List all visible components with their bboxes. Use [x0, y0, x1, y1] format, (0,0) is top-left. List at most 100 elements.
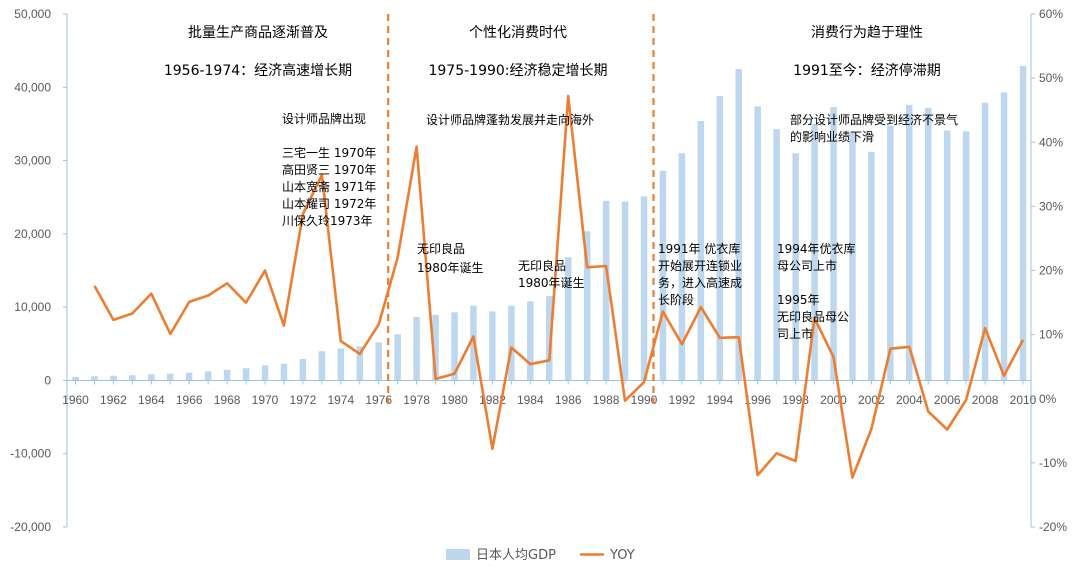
gdp-bar — [318, 351, 326, 381]
left-axis-tick-label: -10,000 — [10, 447, 51, 461]
x-axis-tick-label: 1980 — [441, 393, 468, 407]
x-axis-tick-label: 1994 — [706, 393, 733, 407]
right-axis-tick-label: 60% — [1039, 7, 1063, 21]
gdp-bar — [432, 314, 439, 381]
period-3-title: 消费行为趋于理性 — [811, 25, 923, 41]
gdp-bar — [716, 96, 723, 381]
x-axis-tick-label: 2010 — [1010, 393, 1037, 407]
gdp-bar — [91, 376, 98, 381]
gdp-bar — [527, 301, 534, 381]
annotation-muji-1980-b-line: 1980年诞生 — [518, 276, 585, 290]
period-1-title: 批量生产商品逐渐普及 — [188, 25, 328, 41]
gdp-bar — [981, 102, 989, 381]
annotation-muji-1995-line: 无印良品母公 — [777, 309, 849, 324]
x-axis-tick-label: 1974 — [327, 393, 354, 407]
gdp-bar — [110, 375, 117, 381]
left-axis-tick-label: -20,000 — [10, 520, 51, 534]
annotation-brand-list-line: 山本耀司 1972年 — [282, 197, 376, 211]
period-3-subtitle: 1991至今：经济停滞期 — [793, 62, 941, 79]
legend-yoy-label: YOY — [609, 548, 635, 563]
annotation-muji-1995-line: 1995年 — [777, 293, 820, 307]
annotation-muji-1980-b-line: 无印良品 — [518, 258, 566, 273]
right-axis-tick-label: 30% — [1039, 199, 1063, 213]
x-axis-tick-label: 2008 — [972, 393, 999, 407]
x-axis-tick-label: 1968 — [214, 393, 241, 407]
gdp-bar — [508, 305, 515, 381]
gdp-bar — [129, 375, 136, 381]
right-axis-tick-label: 50% — [1039, 71, 1063, 85]
annotation-muji-1980-a-line: 1980年诞生 — [417, 261, 484, 275]
gdp-bar — [602, 200, 610, 381]
x-axis-tick-label: 2004 — [896, 393, 923, 407]
x-axis-tick-label: 1990 — [631, 393, 658, 407]
gdp-bar — [489, 311, 496, 381]
left-axis-tick-label: 30,000 — [14, 154, 51, 168]
x-axis-tick-label: 1960 — [62, 393, 89, 407]
gdp-bar — [413, 317, 420, 381]
gdp-bar — [735, 69, 742, 381]
x-axis-tick-label: 1996 — [744, 393, 771, 407]
left-axis-tick-label: 0 — [44, 373, 51, 387]
x-axis-tick-label: 1984 — [517, 393, 544, 407]
annotation-brands-decline-line: 部分设计师品牌受到经济不景气 — [790, 112, 958, 127]
gdp-bar — [148, 374, 155, 381]
x-axis-tick-label: 1970 — [252, 393, 279, 407]
x-axis-tick-label: 1976 — [365, 393, 392, 407]
period-dividers — [387, 14, 655, 404]
gdp-bar — [167, 373, 174, 381]
gdp-bar — [375, 342, 382, 381]
period-2-subtitle: 1975-1990:经济稳定增长期 — [428, 63, 607, 79]
gdp-bar — [754, 106, 761, 381]
legend-gdp-swatch — [446, 549, 470, 560]
legend: 日本人均GDP YOY — [446, 548, 635, 563]
x-axis-tick-label: 2000 — [820, 393, 847, 407]
annotation-uniqlo-1994-line: 1994年优衣库 — [777, 241, 856, 256]
gdp-bar — [925, 107, 932, 381]
gdp-bar — [659, 170, 667, 381]
gdp-bar — [242, 368, 250, 381]
yoy-line — [93, 94, 1025, 479]
x-axis-tick-label: 1972 — [290, 393, 317, 407]
gdp-bar — [337, 348, 345, 381]
gdp-bar — [621, 201, 629, 381]
x-axis-tick-label: 1962 — [100, 393, 127, 407]
gdp-bar — [849, 132, 856, 381]
annotation-muji-1980-a-line: 无印良品 — [417, 241, 465, 256]
gdp-bar — [962, 131, 970, 381]
left-axis-tick-label: 40,000 — [14, 80, 51, 94]
gdp-bar — [451, 312, 458, 381]
period-1-subtitle: 1956-1974：经济高速增长期 — [164, 62, 352, 79]
gdp-bar — [678, 153, 686, 381]
annotation-brand-list-line: 山本宽斋 1971年 — [282, 179, 376, 194]
left-axis-tick-label: 50,000 — [14, 7, 51, 21]
gdp-bar — [1019, 66, 1027, 381]
gdp-bar — [830, 107, 837, 381]
gdp-bar — [773, 129, 780, 381]
gdp-bar — [868, 151, 875, 381]
annotation-uniqlo-1991-line: 务，进入高速成 — [658, 275, 742, 290]
gdp-bar — [697, 121, 705, 381]
annotation-uniqlo-1991-line: 长阶段 — [658, 292, 694, 307]
annotation-brand-list-line: 川保久玲1973年 — [282, 214, 373, 228]
annotation-brand-list-line: 三宅一生 1970年 — [282, 145, 376, 160]
left-axis-tick-label: 10,000 — [14, 300, 51, 314]
x-axis-tick-label: 1966 — [176, 393, 203, 407]
gdp-bar — [792, 153, 799, 381]
annotation-uniqlo-1991-line: 1991年 优衣库 — [658, 241, 740, 256]
period-2-title: 个性化消费时代 — [469, 25, 567, 41]
gdp-bar — [1000, 92, 1008, 381]
left-axis-tick-label: 20,000 — [14, 227, 51, 241]
right-axis-tick-label: -10% — [1039, 456, 1067, 470]
axes: -20,000 -10,000 0 10,000 20,000 30,000 40,000 5… — [10, 7, 1067, 534]
annotation-brands-decline-line: 的影响业绩下滑 — [790, 129, 874, 144]
x-axis-tick-label: 2002 — [858, 393, 885, 407]
gdp-bar — [887, 125, 894, 381]
gdp-bar — [943, 130, 951, 381]
annotations: 设计师品牌出现 三宅一生 1970年 高田贤三 1970年 山本宽斋 1971年… — [282, 112, 958, 341]
x-axis-tick-label: 1978 — [403, 393, 430, 407]
annotation-brand-list-line: 高田贤三 1970年 — [282, 162, 376, 177]
gdp-bar — [546, 296, 553, 381]
gdp-bar — [72, 376, 79, 381]
gdp-bar — [640, 196, 648, 381]
